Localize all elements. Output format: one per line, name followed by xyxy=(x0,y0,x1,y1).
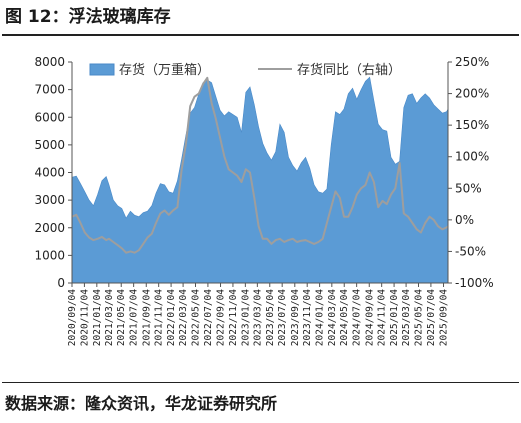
inventory-chart: 0 1000 2000 3000 4000 5000 6000 7000 8000 -100% -5… xyxy=(0,36,521,382)
title-rule xyxy=(2,34,519,36)
chart-area: 0 1000 2000 3000 4000 5000 6000 7000 8000 -100% -5… xyxy=(0,36,521,382)
right-tick-label: 50% xyxy=(455,181,482,195)
left-tick-label: 3000 xyxy=(34,193,65,207)
left-tick-label: 7000 xyxy=(34,83,65,97)
yoy-line xyxy=(71,76,449,254)
left-tick-label: 6000 xyxy=(34,110,65,124)
x-tick-label: 2023/01/04 xyxy=(240,289,251,346)
inventory-area xyxy=(71,76,449,284)
left-tick-label: 2000 xyxy=(34,221,65,235)
x-tick-label: 2023/11/04 xyxy=(302,289,313,346)
left-tick-label: 5000 xyxy=(34,138,65,152)
source-note: 数据来源：隆众资讯，华龙证券研究所 xyxy=(5,394,278,413)
right-tick-label: -100% xyxy=(455,276,494,290)
left-tick-label: 8000 xyxy=(34,55,65,69)
x-tick-label: 2023/09/04 xyxy=(290,289,301,346)
right-tick-label: 100% xyxy=(455,150,489,164)
legend-inventory-label: 存货（万重箱） xyxy=(119,62,210,78)
x-tick-label: 2025/07/04 xyxy=(426,289,437,346)
source-rule xyxy=(2,382,519,383)
x-tick-label: 2023/07/04 xyxy=(277,289,288,346)
x-tick-label: 2021/11/04 xyxy=(154,289,165,346)
x-tick-label: 2022/09/04 xyxy=(216,289,227,346)
legend-yoy-label: 存货同比（右轴） xyxy=(297,62,401,78)
inventory-area-layer xyxy=(71,76,449,284)
x-tick-label: 2022/11/04 xyxy=(228,289,239,346)
x-tick-label: 2022/01/04 xyxy=(166,289,177,346)
x-tick-label: 2023/05/04 xyxy=(265,289,276,346)
right-tick-label: 0% xyxy=(455,213,474,227)
x-tick-label: 2021/03/04 xyxy=(104,289,115,346)
x-tick-label: 2021/07/04 xyxy=(129,289,140,346)
left-tick-label: 1000 xyxy=(34,248,65,262)
x-tick-label: 2025/03/04 xyxy=(401,289,412,346)
x-tick-label: 2024/11/04 xyxy=(377,289,388,346)
x-tick-label: 2022/03/04 xyxy=(178,289,189,346)
right-tick-label: 150% xyxy=(455,118,489,132)
right-tick-label: 250% xyxy=(455,55,489,69)
x-tick-label: 2024/01/04 xyxy=(315,289,326,346)
right-tick-label: 200% xyxy=(455,87,489,101)
x-tick-label: 2020/11/04 xyxy=(79,289,90,346)
x-tick-label: 2024/03/04 xyxy=(327,289,338,346)
legend-inventory-swatch xyxy=(89,63,115,76)
x-tick-label: 2025/05/04 xyxy=(414,289,425,346)
x-tick-label: 2024/05/04 xyxy=(339,289,350,346)
x-tick-label: 2025/01/04 xyxy=(389,289,400,346)
x-tick-label: 2021/01/04 xyxy=(92,289,103,346)
left-tick-label: 0 xyxy=(57,276,65,290)
left-tick-label: 4000 xyxy=(34,166,65,180)
yoy-line-layer xyxy=(71,76,449,254)
x-tick-label: 2021/05/04 xyxy=(116,289,127,346)
x-tick-label: 2025/09/04 xyxy=(439,289,450,346)
x-tick-label: 2022/05/04 xyxy=(191,289,202,346)
x-tick-label: 2024/09/04 xyxy=(364,289,375,346)
right-tick-label: -50% xyxy=(455,244,486,258)
x-tick-label: 2024/07/04 xyxy=(352,289,363,346)
x-tick-label: 2020/09/04 xyxy=(67,289,78,346)
x-tick-label: 2022/07/04 xyxy=(203,289,214,346)
legend: 存货（万重箱） 存货同比（右轴） xyxy=(89,62,401,78)
figure-title: 图 12：浮法玻璃库存 xyxy=(5,7,171,27)
x-tick-label: 2021/09/04 xyxy=(141,289,152,346)
axis-layer: 0 1000 2000 3000 4000 5000 6000 7000 8000 -100% -5… xyxy=(34,55,493,346)
x-tick-label: 2023/03/04 xyxy=(252,289,263,346)
